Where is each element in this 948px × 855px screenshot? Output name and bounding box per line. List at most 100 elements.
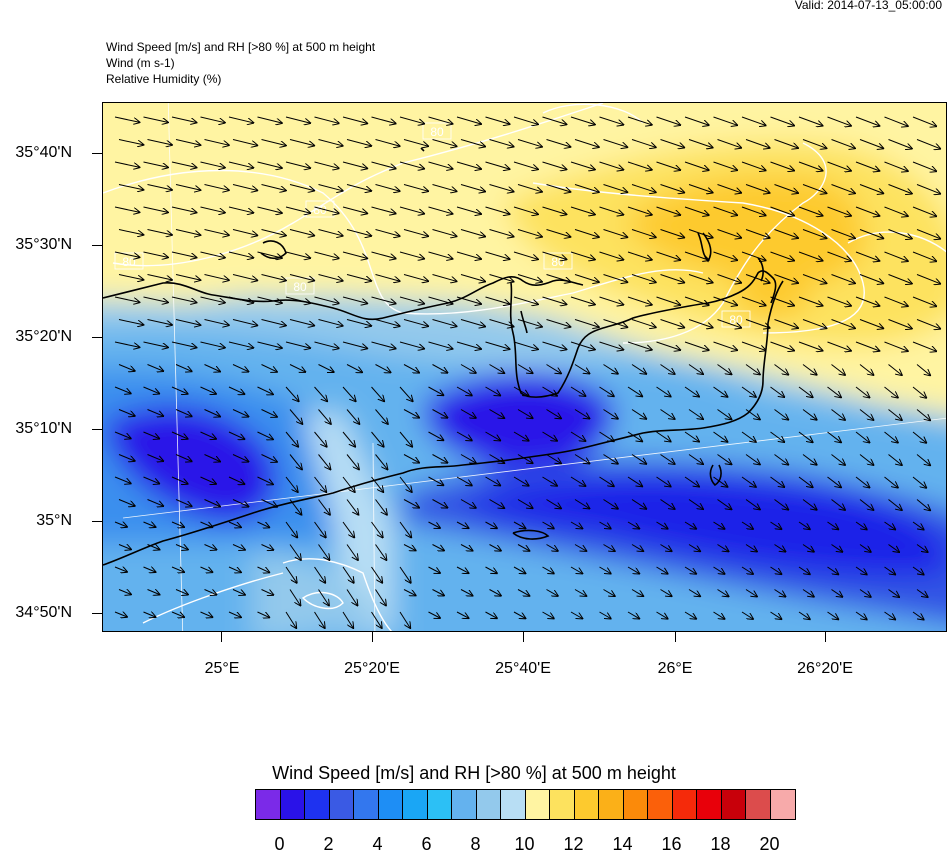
wind-vector (656, 431, 671, 442)
wind-vector (285, 476, 298, 492)
wind-vector (342, 206, 367, 213)
wind-vector (802, 499, 817, 510)
wind-vector (684, 341, 709, 350)
colorbar-swatch (329, 790, 354, 819)
wind-vector (859, 364, 873, 376)
wind-vector (542, 476, 558, 486)
wind-vector (831, 409, 846, 420)
lat-label: 34°50'N (15, 604, 72, 621)
rh-contours (103, 103, 946, 631)
wind-vector (884, 341, 908, 351)
colorbar-title: Wind Speed [m/s] and RH [>80 %] at 500 m… (272, 763, 676, 783)
wind-vector (916, 139, 940, 149)
colorbar-swatch (697, 790, 722, 819)
wind-vector (713, 521, 725, 529)
wind-vector (745, 499, 760, 510)
wind-vector (257, 611, 270, 617)
wind-vector (802, 274, 826, 284)
wind-vector (143, 341, 168, 347)
wind-vector (200, 161, 225, 168)
wind-vector (627, 251, 652, 260)
wind-vector (460, 544, 473, 551)
wind-vector (774, 544, 786, 552)
wind-vector (717, 499, 732, 510)
wind-vector (342, 296, 367, 303)
wind-vector (517, 139, 542, 147)
wind-vector (688, 229, 713, 238)
wind-vector (745, 274, 770, 283)
wind-vector (570, 611, 582, 619)
wind-vector (859, 499, 873, 511)
wind-vector (513, 611, 525, 618)
wind-vector (631, 454, 646, 464)
wind-vector (399, 566, 411, 583)
wind-vector (403, 409, 419, 418)
wind-vector (513, 296, 538, 304)
wind-vector (912, 476, 926, 488)
wind-vector (456, 296, 481, 304)
wind-vector (342, 251, 367, 258)
wind-vector (147, 319, 172, 325)
wind-vector (798, 386, 813, 397)
wind-vector (228, 116, 253, 123)
wind-vector (770, 251, 795, 261)
wind-vector (513, 431, 529, 441)
wind-vector (802, 319, 826, 329)
wind-vector (375, 229, 400, 237)
wind-vector (460, 364, 476, 373)
wind-vector (802, 409, 817, 420)
wind-vector (460, 499, 476, 508)
wind-vector (314, 476, 327, 492)
wind-vector (770, 521, 782, 529)
wind-vector (460, 184, 485, 192)
wind-vector (171, 161, 196, 168)
wind-vector (688, 544, 700, 552)
wind-vector (603, 229, 628, 238)
wind-vector (884, 161, 908, 171)
wind-vector (371, 251, 396, 259)
wind-vector (774, 274, 799, 284)
wind-vector (717, 364, 732, 375)
wind-vector (399, 431, 412, 447)
wind-vector (403, 229, 428, 237)
wind-vector (228, 566, 241, 572)
wind-vector (428, 341, 453, 349)
wind-vector (741, 296, 766, 305)
wind-vector (403, 364, 419, 373)
wind-vector (713, 206, 738, 215)
wind-vector (517, 409, 533, 419)
wind-vector (517, 274, 542, 282)
wind-vector (489, 364, 505, 374)
wind-vector (285, 161, 310, 168)
wind-vector (314, 611, 325, 628)
wind-vector (770, 206, 795, 216)
wind-vector (570, 521, 582, 529)
wind-vector (375, 274, 400, 282)
wind-vector (603, 364, 618, 374)
wind-vector (261, 454, 277, 462)
wind-vector (485, 251, 510, 259)
plot-title: Wind Speed [m/s] and RH [>80 %] at 500 m… (106, 40, 376, 54)
wind-vector (314, 566, 326, 583)
wind-vector (831, 589, 843, 597)
wind-vector (684, 476, 699, 487)
wind-vector (485, 116, 510, 124)
wind-vector (603, 589, 615, 597)
wind-vector (599, 341, 624, 350)
wind-vector (147, 499, 164, 507)
wind-vector (660, 499, 675, 510)
wind-vector (713, 296, 738, 305)
wind-vector (827, 521, 839, 529)
wind-vector (542, 161, 567, 169)
wind-vector (228, 521, 241, 527)
wind-vector (831, 184, 855, 194)
wind-vector (570, 341, 595, 350)
wind-vector (574, 139, 599, 148)
contour-label: 80 (122, 255, 136, 269)
wind-vector (916, 364, 930, 376)
lon-label: 25°E (204, 660, 240, 677)
wind-vector (485, 611, 497, 618)
wind-vector (261, 139, 286, 146)
wind-vector (599, 566, 611, 574)
wind-vector (285, 521, 297, 537)
